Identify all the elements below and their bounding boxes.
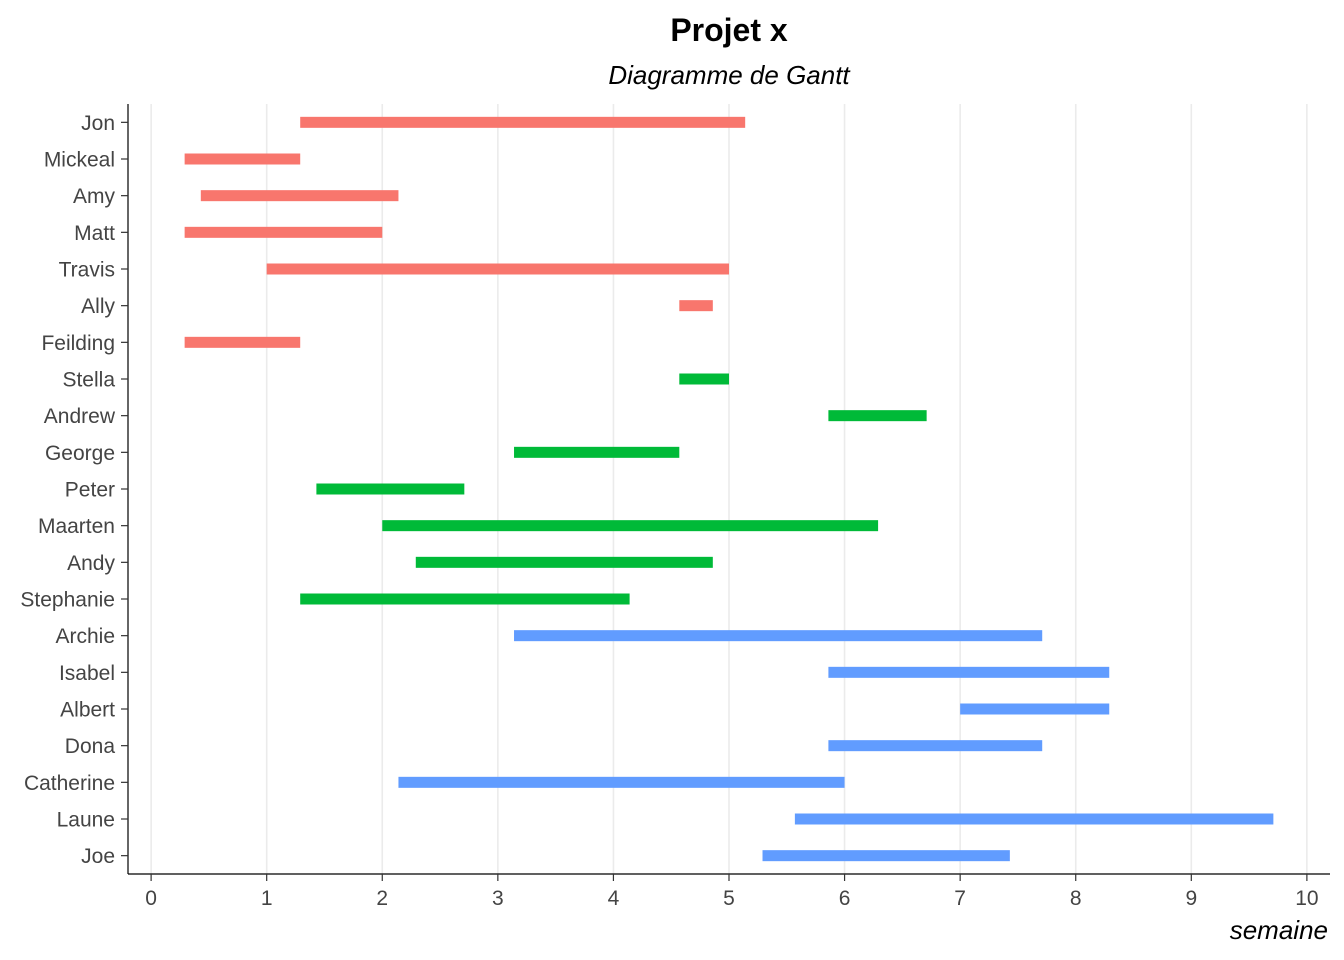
task-bar <box>184 226 383 238</box>
task-bar <box>415 556 713 568</box>
y-tick-label: Isabel <box>59 662 115 685</box>
bars <box>184 116 1274 862</box>
task-bar <box>200 190 399 202</box>
y-tick-label: Dona <box>65 735 116 758</box>
y-tick-label: Maarten <box>38 515 115 538</box>
task-bar <box>300 593 630 605</box>
y-tick-label: Amy <box>73 185 116 208</box>
task-bar <box>266 263 729 275</box>
task-bar <box>762 850 1010 862</box>
y-tick-label: George <box>45 442 115 465</box>
task-bar <box>679 373 729 385</box>
x-axis-label: semaine <box>1230 915 1328 945</box>
y-tick-label: Jon <box>81 112 115 135</box>
task-bar <box>514 630 1043 642</box>
y-tick-label: Albert <box>60 699 115 722</box>
task-bar <box>514 446 680 458</box>
task-bar <box>382 520 879 532</box>
x-tick-label: 6 <box>839 887 851 910</box>
y-ticks: Jon Mickeal Amy Matt Travis Ally Feilding Stell… <box>20 112 128 868</box>
task-bar <box>184 153 301 165</box>
x-tick-label: 5 <box>723 887 735 910</box>
x-tick-label: 10 <box>1295 887 1318 910</box>
x-tick-label: 3 <box>492 887 504 910</box>
task-bar <box>300 116 746 128</box>
task-bar <box>316 483 465 495</box>
task-bar <box>184 336 301 348</box>
y-tick-label: Matt <box>74 222 115 245</box>
y-tick-label: Andy <box>67 552 115 575</box>
task-bar <box>828 666 1110 678</box>
x-tick-label: 7 <box>954 887 966 910</box>
y-tick-label: Laune <box>57 809 115 832</box>
y-tick-label: Feilding <box>41 332 115 355</box>
task-bar <box>679 300 713 312</box>
x-ticks: 0 1 2 3 4 5 6 7 8 9 10 <box>145 874 1319 910</box>
x-tick-label: 0 <box>145 887 157 910</box>
y-tick-label: Catherine <box>24 772 115 795</box>
task-bar <box>398 776 845 788</box>
chart-subtitle: Diagramme de Gantt <box>608 60 851 90</box>
y-tick-label: Archie <box>55 625 115 648</box>
task-bar <box>794 813 1274 825</box>
task-bar <box>828 740 1043 752</box>
y-tick-label: Joe <box>81 845 115 868</box>
y-tick-label: Mickeal <box>44 149 115 172</box>
y-tick-label: Travis <box>59 259 115 282</box>
y-tick-label: Stella <box>62 369 115 392</box>
y-tick-label: Ally <box>81 295 115 318</box>
x-tick-label: 8 <box>1070 887 1082 910</box>
x-tick-label: 4 <box>608 887 620 910</box>
task-bar <box>828 410 927 422</box>
chart-title: Projet x <box>670 12 788 48</box>
x-tick-label: 2 <box>376 887 388 910</box>
x-tick-label: 1 <box>261 887 273 910</box>
y-tick-label: Stephanie <box>20 589 115 612</box>
x-tick-label: 9 <box>1185 887 1197 910</box>
task-bar <box>960 703 1110 715</box>
y-tick-label: Andrew <box>44 405 116 428</box>
y-tick-label: Peter <box>65 479 115 502</box>
